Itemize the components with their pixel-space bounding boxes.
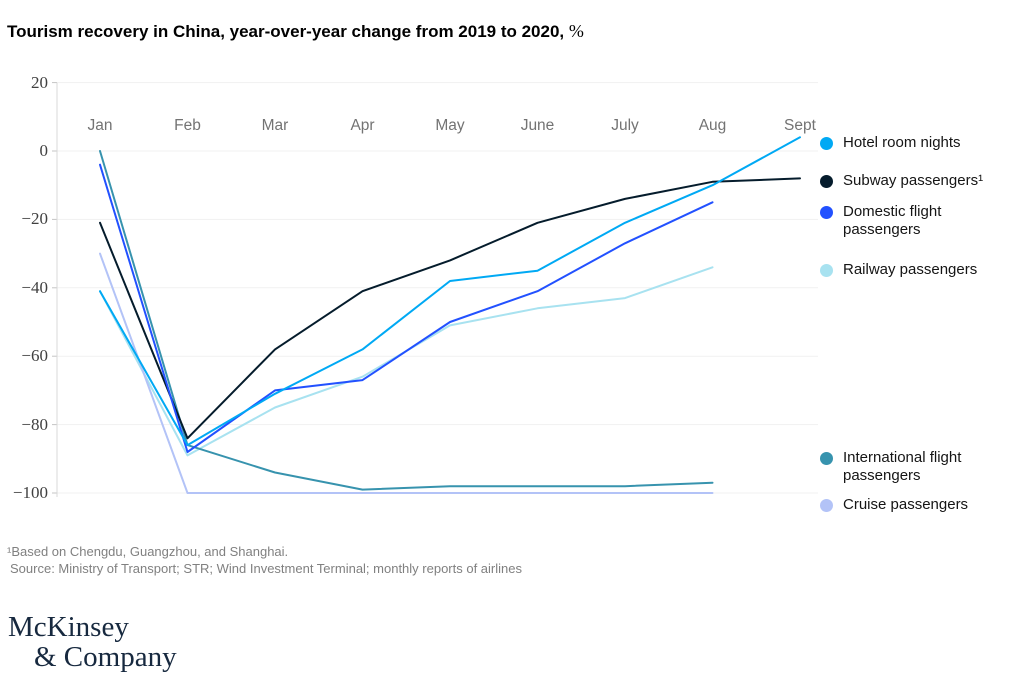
legend-item-hotel: Hotel room nights [820,134,998,152]
legend-top-group: Hotel room nights Subway passengers¹ Dom… [820,134,998,279]
mckinsey-logo: McKinsey & Company [8,612,177,672]
railway-series-dot-icon [820,263,833,277]
x-axis-label: Aug [698,117,727,134]
x-axis-label: June [520,117,555,134]
y-axis-label: −20 [21,209,48,229]
source-note: Source: Ministry of Transport; STR; Wind… [10,561,522,576]
subway-series-dot-icon [820,174,833,188]
chart-title-main: Tourism recovery in China, year-over-yea… [7,22,565,41]
legend-item-railway: Railway passengers [820,261,998,279]
chart-title: Tourism recovery in China, year-over-yea… [7,21,584,42]
y-axis-label: −40 [21,277,48,297]
chart-title-unit: % [568,21,584,41]
legend-item-international-flight: International flight passengers [820,449,998,485]
legend-item-subway: Subway passengers¹ [820,172,998,190]
logo-line-1: McKinsey [8,611,129,643]
legend-item-domestic-flight: Domestic flight passengers [820,203,998,239]
y-axis-label: −60 [21,346,48,366]
x-axis-label: Jan [87,117,113,134]
domestic-flight-series-dot-icon [820,205,833,219]
x-axis-label: Apr [350,117,375,134]
series-line-4 [99,150,714,491]
x-axis-label: Mar [261,117,289,134]
logo-line-2: & Company [34,641,177,673]
legend-item-cruise: Cruise passengers [820,496,998,514]
legend-label: Domestic flight passengers [843,203,942,238]
footnotes: ¹Based on Chengdu, Guangzhou, and Shangh… [7,543,522,577]
hotel-series-dot-icon [820,136,833,150]
cruise-series-dot-icon [820,498,833,512]
series-line-5 [99,252,714,494]
legend-label: Railway passengers [843,261,978,278]
series-line-3 [99,266,714,457]
legend-label: International flight passengers [843,449,962,484]
x-axis-label: Sept [784,117,816,134]
y-axis-label: 20 [31,72,48,92]
y-axis-label: 0 [39,141,49,160]
series-line-2 [99,163,714,453]
legend-label: Hotel room nights [843,134,961,151]
footnote-1: ¹Based on Chengdu, Guangzhou, and Shangh… [7,544,289,559]
y-axis-label: −80 [21,414,48,434]
legend-label: Cruise passengers [843,496,969,513]
international-flight-series-dot-icon [820,451,833,465]
legend-label: Subway passengers¹ [843,172,984,189]
x-axis-label: July [611,117,639,134]
x-axis-label: Feb [174,117,201,134]
series-line-0 [99,136,801,447]
y-axis-label: −100 [12,483,48,502]
x-axis-label: May [435,117,465,134]
series-line-1 [99,177,801,440]
legend-bottom-group: International flight passengers Cruise p… [820,449,998,514]
